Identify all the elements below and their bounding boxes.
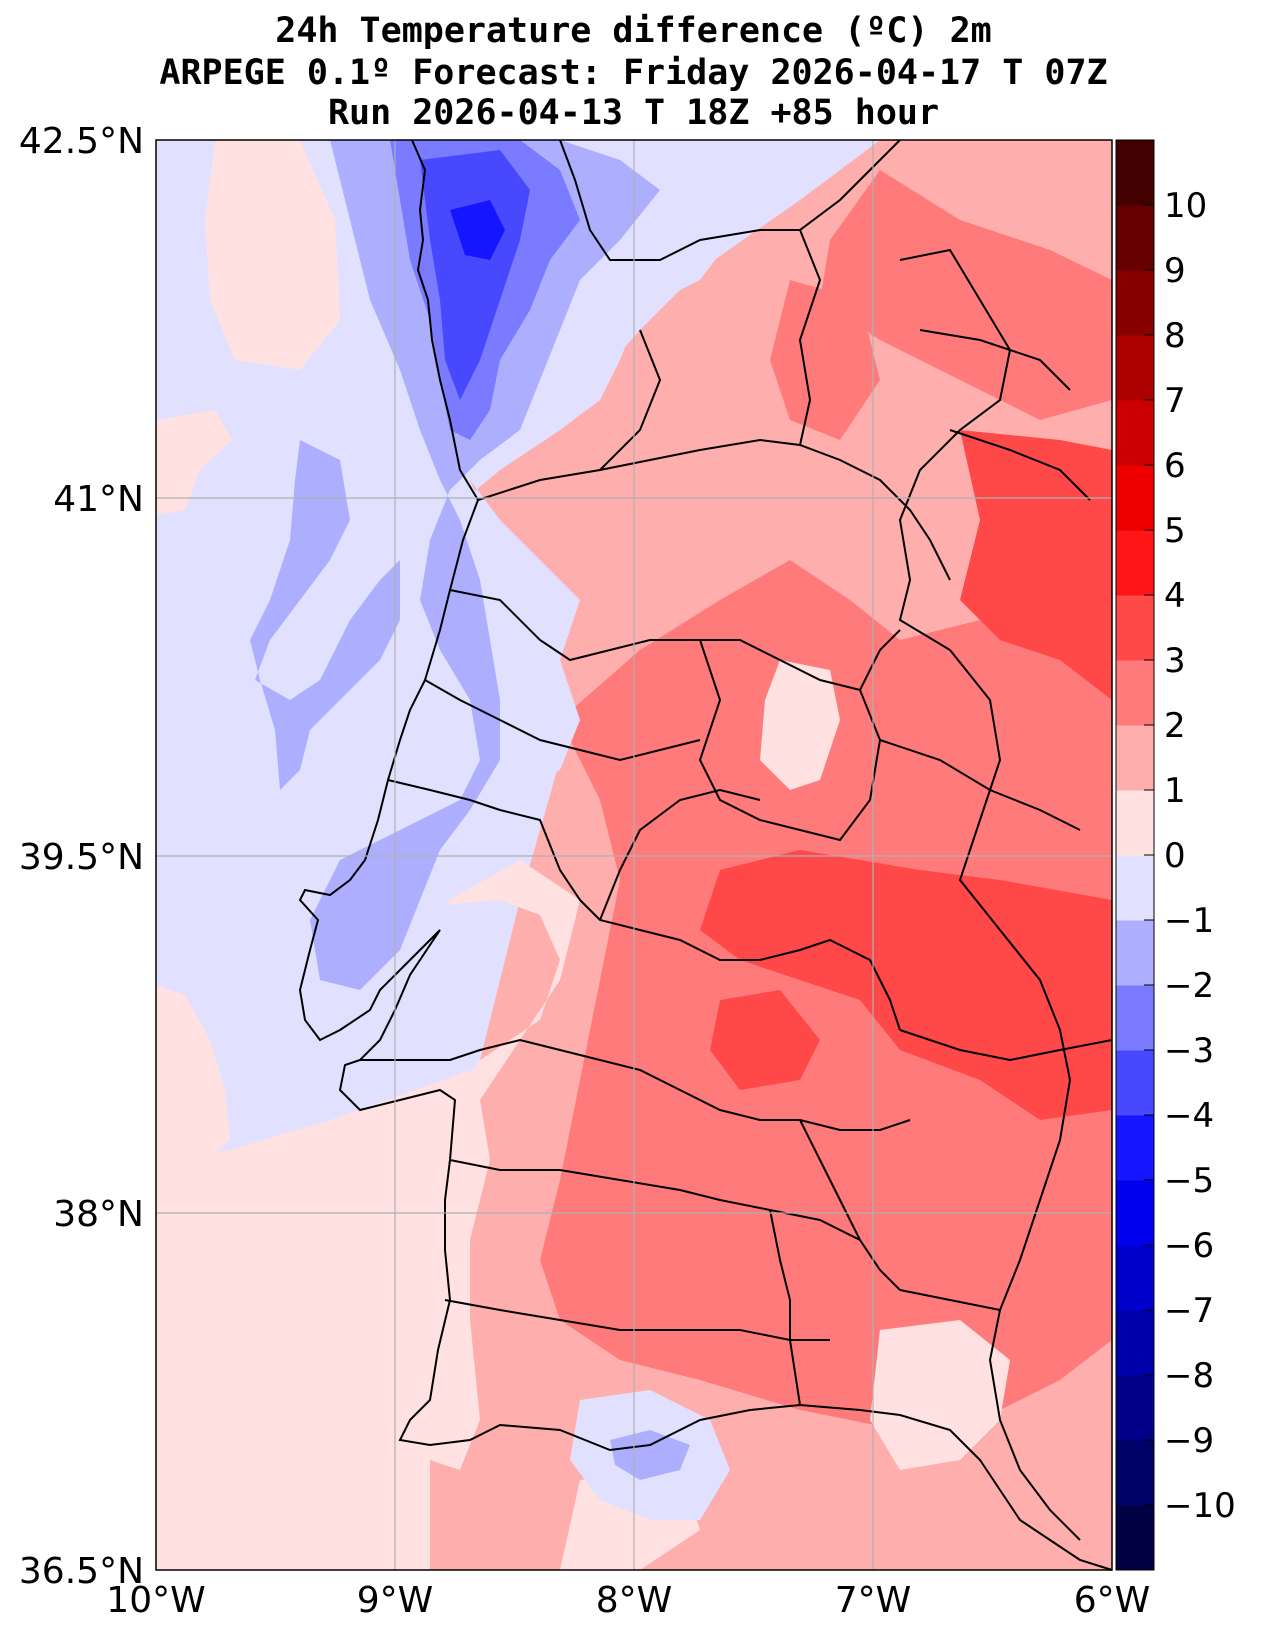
coastline <box>298 139 1113 1571</box>
colorbar-segment <box>1116 335 1154 401</box>
colorbar-segment <box>1116 790 1154 856</box>
colorbar-segment <box>1116 140 1154 206</box>
y-tick-label: 42.5°N <box>19 121 144 162</box>
colorbar-segment <box>1116 205 1154 271</box>
district-border-1 <box>477 438 951 581</box>
district-border-19 <box>899 1289 1001 1311</box>
field-cold-belt-1 <box>290 140 730 1010</box>
field-cold-offshore <box>250 440 400 790</box>
field-cold-belt-2 <box>310 140 660 990</box>
field-w-ocean-positive-2 <box>156 410 232 515</box>
colorbar-segment <box>1116 530 1154 596</box>
district-border-3 <box>798 229 822 446</box>
colorbar-tick-label: 0 <box>1164 836 1186 876</box>
colorbar-tick-label: 3 <box>1164 641 1186 681</box>
district-border-10 <box>879 739 1081 831</box>
field-south-ocean-positive <box>156 1070 470 1570</box>
colorbar-segment <box>1116 1180 1154 1246</box>
gridlines <box>156 140 1112 1570</box>
field-land-pale-2 <box>870 1320 1010 1470</box>
field-northcentral-warm <box>770 280 880 440</box>
colorbar-segment <box>1116 270 1154 336</box>
colorbar-tick-label: 5 <box>1164 511 1186 551</box>
colorbar-segment <box>1116 1050 1154 1116</box>
colorbar-segment <box>1116 595 1154 661</box>
district-border-15 <box>799 1119 901 1291</box>
border-spain-portugal <box>559 139 901 261</box>
colorbar-tick-label: 4 <box>1164 576 1186 616</box>
colorbar-tick-label: 10 <box>1164 186 1207 226</box>
colorbar-segment <box>1116 1245 1154 1311</box>
district-border-14 <box>360 1038 911 1131</box>
colorbar-tick-label: 9 <box>1164 251 1186 291</box>
x-tick-label: 6°W <box>1074 1580 1151 1621</box>
y-tick-label: 36.5°N <box>19 1551 144 1592</box>
x-tick-label: 7°W <box>835 1580 912 1621</box>
district-border-13 <box>899 1029 1113 1062</box>
district-border-12 <box>599 788 761 921</box>
colorbar-segment <box>1116 465 1154 531</box>
field-hot-central <box>700 850 1112 1120</box>
y-axis: 42.5°N 41°N 39.5°N 38°N 36.5°N <box>19 121 144 1592</box>
colorbar-tick-label: −4 <box>1164 1096 1214 1136</box>
colorbar-segment <box>1116 920 1154 986</box>
field-nw-ocean-positive <box>205 140 340 370</box>
map-frame <box>155 139 1113 1571</box>
colorbar-tick-label: −3 <box>1164 1031 1214 1071</box>
field-west-ocean-positive <box>156 985 230 1175</box>
title-line-1: 24h Temperature difference (ºC) 2m <box>275 11 992 51</box>
title-line-2: ARPEGE 0.1º Forecast: Friday 2026-04-17 … <box>159 53 1108 93</box>
y-tick-label: 39.5°N <box>19 837 144 878</box>
district-border-8 <box>698 639 801 831</box>
x-tick-label: 10°W <box>106 1580 205 1621</box>
district-border-2 <box>599 329 662 471</box>
colorbar-segment <box>1116 1310 1154 1376</box>
district-border-11 <box>387 779 901 1031</box>
district-border-7 <box>424 679 701 762</box>
field-cold-deep <box>420 150 530 400</box>
coastline-borders <box>298 139 1113 1571</box>
colorbar-segment <box>1116 1505 1154 1571</box>
colorbar-tick-label: 6 <box>1164 446 1186 486</box>
field-land-pale-1 <box>760 660 840 790</box>
field-south-cold-core <box>610 1430 690 1480</box>
colorbar-segment <box>1116 1115 1154 1181</box>
colorbar-segment <box>1116 855 1154 921</box>
x-tick-label: 8°W <box>596 1580 673 1621</box>
y-tick-label: 41°N <box>53 479 144 520</box>
colorbar-tick-label: 7 <box>1164 381 1186 421</box>
colorbar-tick-label: −7 <box>1164 1291 1214 1331</box>
colorbar-tick-label: −5 <box>1164 1161 1214 1201</box>
x-axis: 10°W 9°W 8°W 7°W 6°W <box>106 1580 1150 1621</box>
colorbar-tick-label: −2 <box>1164 966 1214 1006</box>
field-north-warm <box>820 170 1112 420</box>
colorbar-segment <box>1116 1375 1154 1441</box>
district-border-18 <box>769 1209 801 1406</box>
district-border-16 <box>449 1159 861 1241</box>
border-east <box>898 248 1081 1541</box>
colorbar-tick-label: 2 <box>1164 706 1186 746</box>
y-tick-label: 38°N <box>53 1194 144 1235</box>
colorbar-segment <box>1116 1440 1154 1506</box>
colorbar-tick-label: 1 <box>1164 771 1186 811</box>
field-cold-deepest <box>450 200 505 260</box>
colorbar-tick-label: 8 <box>1164 316 1186 356</box>
x-tick-label: 9°W <box>357 1580 434 1621</box>
colorbar-tick-label: −9 <box>1164 1421 1214 1461</box>
colorbar-segment <box>1116 725 1154 791</box>
district-border-17 <box>444 1299 830 1341</box>
colorbar-segment <box>1116 660 1154 726</box>
colorbar-segment <box>1116 400 1154 466</box>
colorbar-tick-label: −6 <box>1164 1226 1214 1266</box>
district-border-5 <box>949 429 1091 501</box>
title-line-3: Run 2026-04-13 T 18Z +85 hour <box>327 93 940 133</box>
colorbar-tick-label: −10 <box>1164 1486 1236 1526</box>
field-hot-southcentral <box>710 990 820 1090</box>
colorbar-segment <box>1116 985 1154 1051</box>
district-border-4 <box>919 329 1071 391</box>
colorbar-tick-label: −1 <box>1164 901 1214 941</box>
colorbar-tick-label: −8 <box>1164 1356 1214 1396</box>
